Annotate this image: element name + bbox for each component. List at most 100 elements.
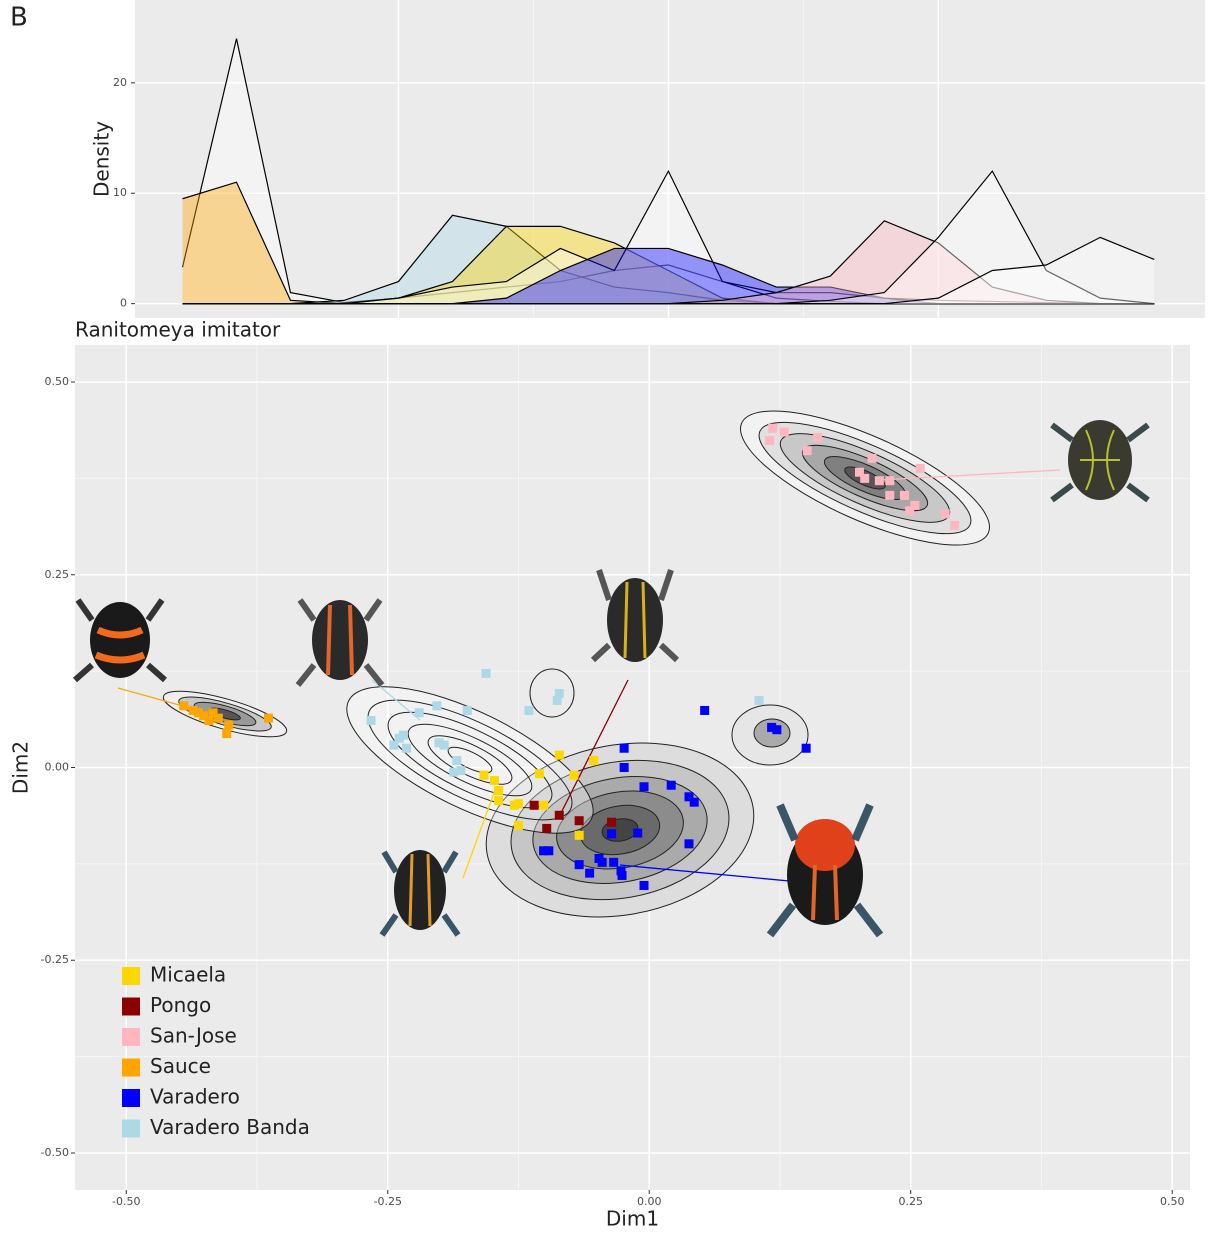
density-area — [182, 220, 1155, 304]
point — [767, 722, 777, 732]
point — [224, 720, 234, 730]
point — [772, 725, 782, 735]
point — [513, 820, 523, 830]
density-area — [182, 215, 1155, 304]
legend-swatch — [122, 1089, 140, 1107]
point — [607, 829, 617, 839]
y-tick-label: 0 — [120, 297, 127, 310]
point — [432, 701, 442, 711]
point — [813, 433, 823, 443]
point — [179, 701, 189, 711]
point — [905, 506, 915, 516]
point — [574, 830, 584, 840]
point — [479, 770, 489, 780]
point — [529, 800, 539, 810]
point — [402, 743, 412, 753]
point — [489, 776, 499, 786]
point — [885, 476, 895, 486]
point — [860, 473, 870, 483]
point — [867, 453, 877, 463]
y-axis-label: Dim2 — [9, 741, 33, 794]
point — [607, 817, 617, 827]
legend-label: San-Jose — [150, 1024, 237, 1048]
point — [494, 786, 504, 796]
point — [494, 796, 504, 806]
point — [689, 797, 699, 807]
point — [552, 695, 562, 705]
point — [619, 763, 629, 772]
point — [779, 427, 789, 437]
point — [394, 733, 404, 743]
point — [639, 880, 649, 890]
legend-swatch — [122, 967, 140, 985]
y-tick-label: 10 — [113, 186, 127, 199]
point — [554, 810, 564, 820]
legend-swatch — [122, 1028, 140, 1046]
panel-label: B — [10, 3, 28, 33]
frog-illustrations — [73, 420, 1150, 938]
point — [188, 705, 198, 715]
point — [554, 688, 564, 698]
density-area — [182, 248, 1155, 304]
point — [585, 868, 595, 878]
point — [222, 729, 232, 739]
point — [366, 715, 376, 725]
y-tick-label: 20 — [113, 76, 127, 89]
point — [389, 740, 399, 750]
point — [524, 705, 534, 715]
point — [554, 750, 564, 760]
density-area — [182, 171, 1155, 304]
y-tick-label: -0.50 — [41, 1146, 69, 1159]
point — [439, 740, 449, 750]
point — [456, 766, 466, 776]
point — [633, 828, 643, 838]
point — [940, 509, 950, 519]
point — [589, 756, 599, 766]
point — [544, 846, 554, 856]
point — [910, 500, 920, 510]
point — [854, 467, 864, 477]
x-axis-label: Dim1 — [606, 1207, 659, 1231]
legend-label: Pongo — [150, 993, 211, 1017]
density-area — [182, 171, 1155, 304]
point — [700, 705, 710, 715]
point — [569, 770, 579, 780]
density-line — [181, 38, 1155, 305]
point — [609, 857, 619, 867]
point — [885, 490, 895, 500]
point — [597, 857, 607, 867]
point — [193, 708, 203, 718]
point — [574, 860, 584, 870]
y-tick-label: -0.25 — [41, 953, 69, 966]
density-line — [182, 236, 1155, 305]
point — [208, 708, 218, 718]
point — [574, 816, 584, 826]
point — [462, 705, 472, 715]
legend-label: Sauce — [150, 1054, 211, 1078]
x-tick-label: -0.50 — [112, 1195, 140, 1208]
legend-label: Varadero Banda — [150, 1115, 310, 1139]
point — [899, 490, 909, 500]
point — [213, 713, 223, 723]
density-contours — [162, 410, 991, 918]
point — [619, 743, 629, 753]
point — [768, 423, 778, 433]
x-tick-label: 0.00 — [637, 1195, 662, 1208]
chart-title: Ranitomeya imitator — [75, 318, 281, 342]
legend-swatch — [122, 997, 140, 1016]
point — [616, 866, 626, 876]
legend-label: Micaela — [150, 963, 226, 987]
point — [452, 756, 462, 766]
point — [765, 436, 775, 446]
x-tick-label: 0.25 — [898, 1195, 923, 1208]
point — [414, 708, 424, 718]
point — [950, 520, 960, 530]
point — [204, 715, 214, 725]
legend-label: Varadero — [150, 1085, 240, 1109]
y-tick-label: 0.25 — [45, 568, 70, 581]
x-tick-label: 0.50 — [1160, 1195, 1185, 1208]
point — [481, 668, 491, 678]
legend-swatch — [122, 1058, 140, 1077]
point — [449, 767, 459, 777]
